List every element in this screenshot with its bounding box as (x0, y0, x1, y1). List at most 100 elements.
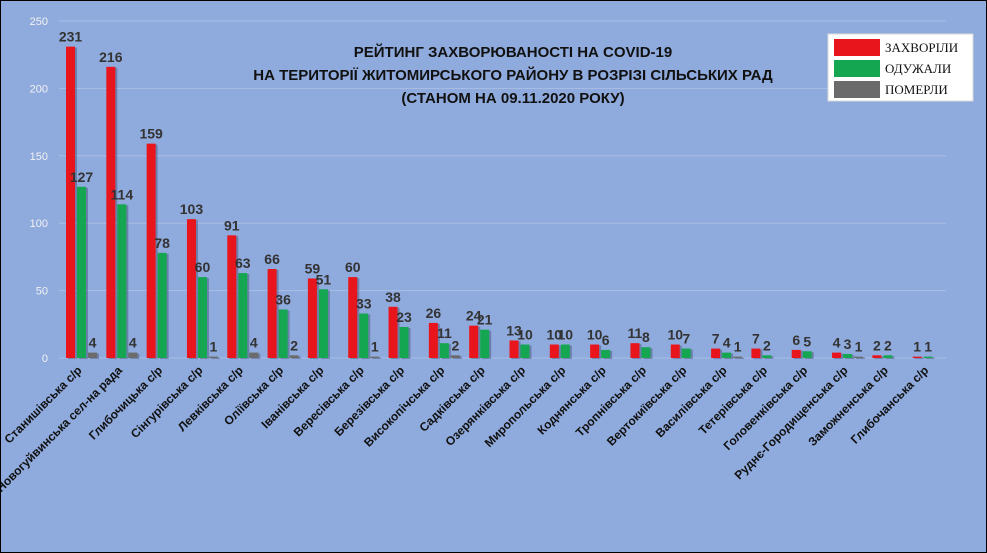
bar-died (208, 356, 218, 358)
data-label-recovered: 60 (195, 259, 211, 275)
data-label-sick: 11 (628, 325, 643, 341)
bar-recovered (722, 352, 732, 358)
bar-sick (307, 278, 317, 358)
data-label-sick: 231 (59, 29, 83, 45)
y-axis-ticks: 0 50 100 150 200 250 (30, 16, 48, 365)
data-label-died: 1 (371, 339, 379, 355)
data-label-died: 1 (734, 339, 742, 355)
bar-sick (832, 352, 842, 358)
data-label-recovered: 7 (682, 331, 690, 347)
data-label-recovered: 4 (723, 335, 731, 351)
bar-recovered (762, 355, 772, 358)
data-label-recovered: 21 (477, 312, 493, 328)
bar-sick (509, 340, 519, 358)
y-tick-label: 0 (42, 353, 48, 365)
bar-sick (227, 235, 237, 358)
data-label-died: 4 (129, 335, 137, 351)
data-label-recovered: 8 (642, 329, 650, 345)
bar-sick (791, 349, 801, 358)
bar-sick (428, 322, 438, 358)
data-label-died: 2 (451, 337, 459, 353)
bar-sick (912, 356, 922, 358)
x-category-label: Тропнівська с/р (573, 363, 649, 439)
bar-recovered (883, 355, 893, 358)
data-label-sick: 1 (913, 339, 921, 355)
y-tick-label: 200 (30, 83, 48, 95)
data-label-sick: 103 (180, 201, 204, 217)
data-label-sick: 6 (792, 332, 800, 348)
bar-recovered (802, 351, 812, 358)
data-label-died: 1 (210, 339, 218, 355)
bar-recovered (681, 348, 691, 358)
legend-swatch-sick (834, 39, 880, 56)
bar-died (733, 356, 743, 358)
legend-swatch-died (834, 81, 880, 98)
data-label-sick: 4 (833, 335, 841, 351)
x-category-label: Березівська с/р (331, 363, 407, 439)
data-label-sick: 38 (385, 289, 401, 305)
bar-died (128, 352, 138, 358)
bar-recovered (560, 344, 570, 358)
bar-recovered (318, 289, 328, 358)
bar-recovered (197, 277, 207, 358)
data-label-recovered: 23 (396, 309, 412, 325)
bar-recovered (480, 329, 490, 358)
bar-sick (388, 306, 398, 358)
bar-sick (348, 277, 358, 358)
x-category-label: Глибочанська с/р (848, 363, 931, 446)
bar-died (854, 356, 864, 358)
legend-label-died: ПОМЕРЛИ (885, 82, 948, 97)
bar-sick (670, 344, 680, 358)
bars (66, 46, 935, 359)
bar-recovered (278, 309, 288, 358)
x-category-label: Вересівська с/р (291, 363, 367, 439)
data-label-recovered: 63 (235, 255, 251, 271)
bar-died (88, 352, 97, 358)
data-label-sick: 10 (667, 327, 683, 343)
bar-shadow (914, 357, 924, 359)
data-label-sick: 91 (224, 217, 240, 233)
bar-sick (469, 325, 479, 358)
bar-sick (711, 348, 721, 358)
data-label-recovered: 6 (602, 332, 610, 348)
title-line-1: РЕЙТИНГ ЗАХВОРЮВАНОСТІ НА COVID-19 (354, 43, 672, 61)
bar-recovered (359, 313, 369, 358)
bar-sick (146, 143, 156, 358)
data-label-recovered: 11 (437, 325, 452, 341)
data-label-sick: 10 (547, 327, 563, 343)
data-label-sick: 24 (466, 308, 482, 324)
data-label-sick: 60 (345, 259, 361, 275)
bar-recovered (238, 273, 248, 358)
data-label-sick: 216 (99, 49, 123, 65)
x-category-label: Коднянська с/р (535, 363, 609, 437)
bar-died (370, 356, 380, 358)
data-label-recovered: 1 (924, 339, 932, 355)
bar-sick (106, 66, 116, 358)
data-label-recovered: 5 (803, 333, 811, 349)
bar-sick (267, 269, 277, 358)
data-label-recovered: 114 (111, 186, 134, 202)
legend-label-recovered: ОДУЖАЛИ (885, 61, 951, 76)
data-label-recovered: 10 (558, 327, 574, 343)
y-tick-label: 50 (36, 286, 48, 298)
bar-sick (590, 344, 600, 358)
data-label-sick: 26 (426, 305, 442, 321)
bar-died (450, 355, 460, 358)
bar-sick (186, 219, 196, 358)
data-label-recovered: 2 (763, 337, 771, 353)
data-label-sick: 159 (139, 126, 163, 142)
bar-shadow (372, 357, 382, 359)
data-label-recovered: 2 (884, 337, 892, 353)
bar-recovered (601, 349, 611, 358)
bar-sick (630, 343, 640, 358)
title-line-2: НА ТЕРИТОРІЇ ЖИТОМИРСЬКОГО РАЙОНУ В РОЗР… (253, 66, 773, 84)
y-tick-label: 150 (30, 151, 48, 163)
legend-label-sick: ЗАХВОРІЛИ (885, 40, 958, 55)
data-label-recovered: 33 (356, 296, 372, 312)
bar-recovered (77, 186, 86, 358)
data-label-sick: 10 (587, 327, 603, 343)
bar-sick (751, 348, 761, 358)
data-label-recovered: 10 (517, 327, 533, 343)
